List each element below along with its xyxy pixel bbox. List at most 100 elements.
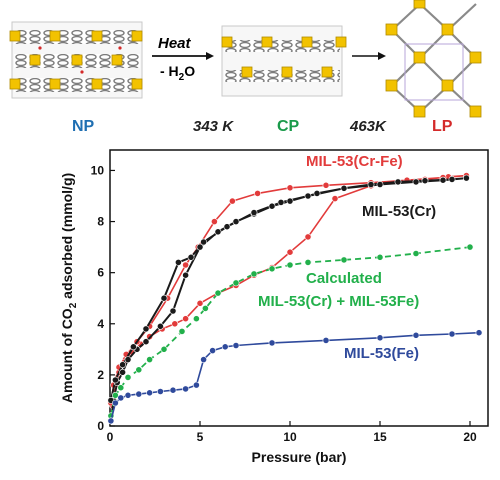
data-point (169, 307, 177, 315)
data-point (268, 339, 276, 347)
y-tick-label: 6 (97, 266, 104, 280)
y-tick-label: 2 (97, 368, 104, 382)
data-point (160, 294, 168, 302)
data-point (201, 304, 209, 312)
data-point (277, 198, 285, 206)
lp-structure (385, 0, 482, 118)
data-point (171, 320, 179, 328)
data-point (182, 315, 189, 323)
x-tick-label: 0 (107, 430, 114, 444)
phase-labels: NP 343 K CP 463K LP (72, 118, 453, 135)
data-point (223, 223, 231, 231)
phase-np: NP (72, 118, 95, 135)
series-layer (107, 172, 483, 425)
data-point (196, 299, 204, 307)
x-tick-label: 5 (197, 430, 204, 444)
cp-structure (221, 25, 347, 97)
data-point (286, 197, 294, 205)
axis-ticks: 0 5 10 15 20 0 2 4 6 8 10 (91, 163, 477, 444)
x-tick-label: 10 (283, 430, 297, 444)
data-point (331, 195, 339, 202)
data-point (322, 181, 330, 189)
series-1 (107, 174, 470, 425)
data-point (376, 334, 384, 342)
data-point (286, 248, 294, 256)
data-point (200, 356, 207, 363)
data-point (340, 256, 348, 264)
data-point (169, 386, 177, 394)
series-2 (107, 243, 474, 420)
data-point (475, 329, 483, 337)
data-point (124, 391, 132, 399)
data-point (421, 177, 429, 185)
data-point (462, 174, 470, 182)
x-tick-label: 20 (463, 430, 477, 444)
data-point (160, 345, 168, 353)
phase-cp: CP (277, 118, 300, 135)
data-point (209, 347, 216, 354)
data-point (376, 181, 384, 188)
series-3 (107, 329, 483, 425)
data-point (367, 181, 375, 188)
data-point (322, 336, 330, 344)
data-point (412, 178, 420, 186)
x-tick-label: 15 (373, 430, 387, 444)
plot-frame (109, 149, 489, 427)
data-point (412, 250, 420, 257)
data-point (124, 356, 132, 363)
series-label-cr-fe: MIL-53(Cr-Fe) (306, 153, 403, 170)
data-point (232, 218, 240, 225)
data-point (119, 361, 126, 369)
data-point (228, 197, 236, 205)
data-point (174, 258, 182, 266)
data-point (376, 253, 384, 261)
data-point (250, 209, 258, 216)
y-axis-label: Amount of CO2 adsorbed (mmol/g) (59, 173, 79, 403)
data-point (304, 192, 312, 200)
series-line (109, 177, 468, 422)
data-point (146, 356, 153, 363)
data-point (214, 289, 222, 297)
data-point (135, 366, 143, 374)
scheme-step-arrow-2 (352, 52, 386, 60)
isotherm-chart: 0 5 10 15 20 0 2 4 6 8 10 Pressure (bar) Amount of… (59, 149, 489, 465)
data-point (142, 325, 150, 333)
temp-343k: 343 K (193, 118, 234, 135)
data-point (187, 253, 195, 261)
data-point (254, 189, 261, 197)
data-point (466, 243, 474, 251)
y-tick-label: 8 (97, 215, 104, 229)
data-point (135, 390, 143, 398)
data-point (182, 385, 189, 393)
data-point (439, 176, 447, 184)
data-point (286, 261, 294, 269)
y-tick-label: 0 (97, 419, 104, 433)
series-label-calculated: Calculated (306, 270, 382, 287)
series-label-fe: MIL-53(Fe) (344, 345, 419, 362)
data-point (268, 202, 276, 210)
data-point (250, 270, 258, 278)
data-point (304, 233, 312, 241)
data-point (340, 184, 348, 192)
y-tick-label: 4 (97, 317, 104, 331)
data-point (214, 228, 222, 236)
heat-label: Heat (158, 35, 192, 52)
data-point (107, 417, 115, 425)
series-label-calculated-2: MIL-53(Cr) + MIL-53Fe) (258, 293, 419, 310)
data-point (192, 315, 200, 323)
data-point (112, 399, 119, 407)
y-tick-label: 10 (91, 163, 105, 177)
data-point (221, 343, 229, 351)
data-point (142, 338, 150, 346)
data-point (156, 322, 164, 330)
data-point (210, 218, 218, 225)
data-point (182, 261, 189, 269)
data-point (156, 388, 164, 395)
data-point (268, 265, 276, 273)
data-point (286, 184, 294, 192)
data-point (182, 271, 189, 279)
data-point (448, 175, 456, 183)
data-point (304, 258, 312, 266)
data-point (412, 331, 420, 339)
